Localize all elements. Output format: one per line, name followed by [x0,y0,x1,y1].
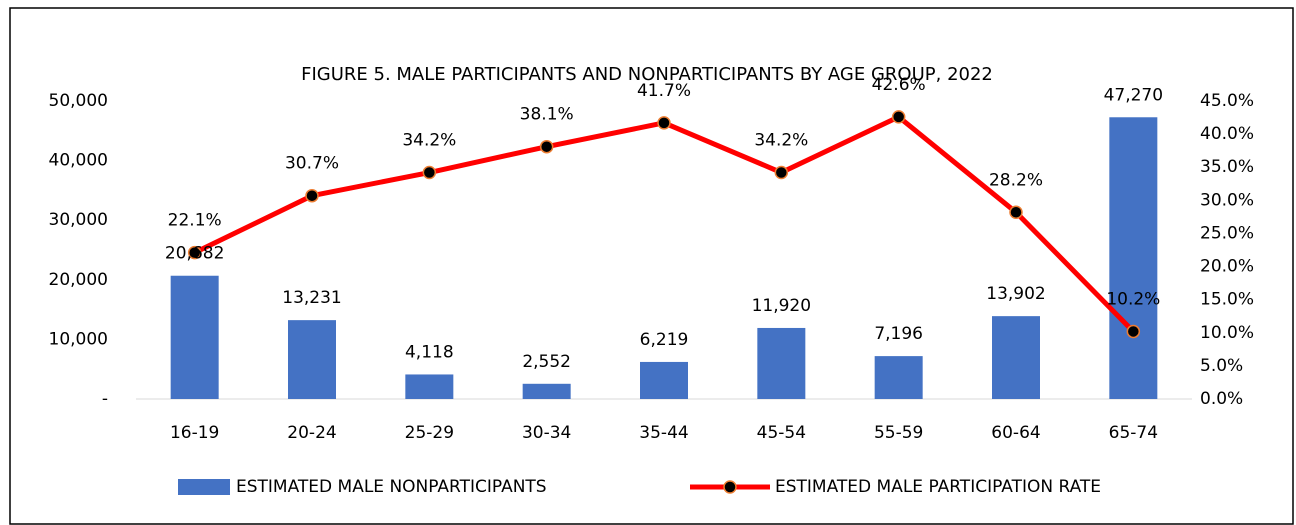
y2-tick-label: 45.0% [1200,91,1254,111]
y-tick-label: 30,000 [49,210,108,230]
line-marker [422,165,437,180]
x-tick-label: 30-34 [522,423,571,443]
line-marker [657,116,671,130]
y2-tick-label: 15.0% [1200,290,1254,310]
line-marker [187,245,202,260]
data-label: 7,196 [874,324,923,344]
bar [170,275,219,399]
data-label: 42.6% [872,75,926,95]
line-marker [539,139,554,154]
y2-tick-label: 0.0% [1200,389,1243,409]
y2-tick-label: 35.0% [1200,157,1254,177]
y2-tick-label: 5.0% [1200,356,1243,376]
data-label: 4,118 [405,342,454,362]
legend-label: ESTIMATED MALE PARTICIPATION RATE [775,477,1101,497]
x-tick-label: 25-29 [405,423,454,443]
legend-swatch [178,479,230,495]
x-tick-label: 65-74 [1109,423,1158,443]
legend-marker [723,480,737,494]
bar [757,327,806,399]
line-marker [774,165,789,180]
y-tick-label: 50,000 [49,91,108,111]
y-tick-label: 10,000 [49,329,108,349]
line-marker [305,188,319,203]
y2-tick-label: 40.0% [1200,124,1254,144]
data-label: 34.2% [402,131,456,151]
data-label: 13,231 [282,288,341,308]
legend-label: ESTIMATED MALE NONPARTICIPANTS [236,477,547,497]
chart-border [9,7,1294,525]
data-label: 41.7% [637,81,691,101]
y2-tick-label: 10.0% [1200,323,1254,343]
x-tick-label: 60-64 [991,423,1040,443]
data-label: 47,270 [1104,85,1163,105]
bar [874,356,923,399]
data-label: 22.1% [168,211,222,231]
data-label: 34.2% [754,131,808,151]
y2-tick-label: 30.0% [1200,190,1254,210]
line-marker [1126,324,1141,339]
bar [522,383,571,399]
data-label: 6,219 [640,330,689,350]
data-label: 38.1% [520,105,574,125]
bar [992,316,1040,399]
x-tick-label: 35-44 [639,423,688,443]
y-tick-label: - [102,389,108,409]
bar [405,374,454,399]
data-label: 2,552 [522,352,571,372]
y-tick-label: 20,000 [49,270,108,290]
data-label: 20,682 [165,244,224,264]
x-tick-label: 20-24 [287,423,336,443]
bar [640,361,688,399]
bar [1109,117,1158,399]
y-tick-label: 40,000 [49,151,108,171]
y2-tick-label: 20.0% [1200,257,1254,277]
x-tick-label: 45-54 [757,423,806,443]
data-label: 11,920 [752,296,811,316]
bar [288,320,336,399]
data-label: 10.2% [1106,289,1160,309]
line-marker [891,110,906,124]
data-label: 30.7% [285,154,339,174]
line-marker [1009,205,1023,220]
data-label: 13,902 [986,284,1045,304]
x-tick-label: 55-59 [874,423,923,443]
data-label: 28.2% [989,170,1043,190]
y2-tick-label: 25.0% [1200,223,1254,243]
x-tick-label: 16-19 [170,423,219,443]
chart-title: FIGURE 5. MALE PARTICIPANTS AND NONPARTI… [301,64,993,85]
